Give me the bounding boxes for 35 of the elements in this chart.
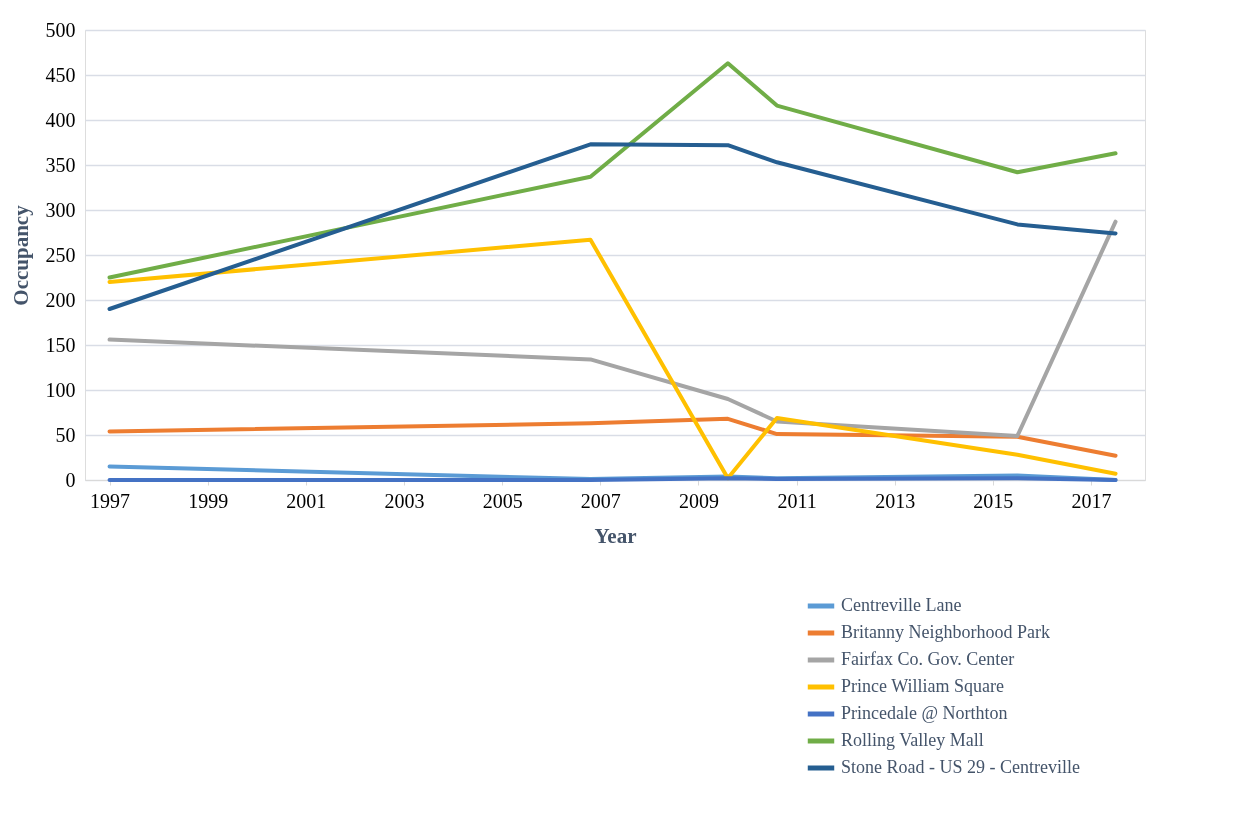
y-tick-label: 0 <box>65 468 76 491</box>
y-tick-label: 100 <box>45 378 76 401</box>
y-axis-title: Occupancy <box>8 204 33 306</box>
x-tick-label: 2001 <box>286 489 327 512</box>
line-series <box>107 219 1118 438</box>
y-tick-label: 50 <box>55 423 76 446</box>
x-tick-label: 2011 <box>777 489 817 512</box>
x-tick-label: 1997 <box>90 489 131 512</box>
line-series <box>107 142 1118 311</box>
legend-label: Centreville Lane <box>841 595 962 615</box>
y-tick-label: 400 <box>45 108 76 131</box>
legend-label: Fairfax Co. Gov. Center <box>841 649 1015 669</box>
x-tick-label: 2007 <box>580 489 621 512</box>
legend-label: Britanny Neighborhood Park <box>841 622 1050 642</box>
x-tick-label: 2017 <box>1071 489 1112 512</box>
y-tick-label: 350 <box>45 153 76 176</box>
legend-label: Prince William Square <box>841 676 1004 696</box>
y-tick-label: 300 <box>45 198 76 221</box>
x-tick-label: 2015 <box>973 489 1014 512</box>
x-tick-label: 2003 <box>384 489 425 512</box>
y-tick-label: 250 <box>45 243 76 266</box>
x-tick-label: 2009 <box>678 489 719 512</box>
y-tick-label: 200 <box>45 288 76 311</box>
legend-label: Rolling Valley Mall <box>841 730 984 750</box>
line-series <box>107 416 1118 458</box>
x-tick-label: 2013 <box>875 489 916 512</box>
x-axis-title: Year <box>594 523 637 548</box>
x-tick-label: 1999 <box>188 489 229 512</box>
y-tick-label: 500 <box>45 18 76 41</box>
legend-label: Princedale @ Northton <box>841 703 1008 723</box>
y-tick-label: 150 <box>45 333 76 356</box>
y-tick-label: 450 <box>45 63 76 86</box>
x-tick-label: 2005 <box>482 489 523 512</box>
line-series <box>107 61 1118 280</box>
legend-label: Stone Road - US 29 - Centreville <box>841 757 1080 777</box>
